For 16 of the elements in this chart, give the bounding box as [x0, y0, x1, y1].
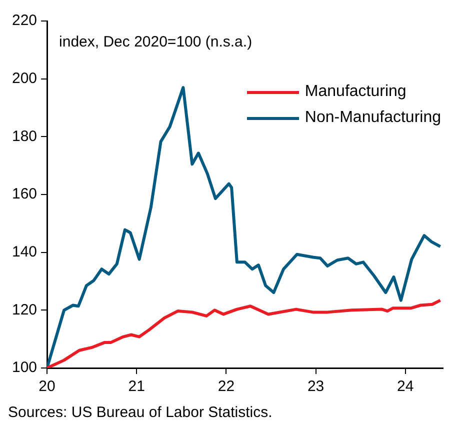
x-tick-label: 24 — [397, 378, 414, 396]
y-tick-label: 120 — [12, 301, 38, 318]
x-tick-label: 20 — [38, 378, 56, 396]
x-tick-label: 21 — [128, 378, 145, 396]
y-tick-label: 160 — [12, 186, 38, 203]
legend-label: Non-Manufacturing — [304, 109, 441, 127]
annotation: index, Dec 2020=100 (n.s.a.) — [59, 34, 252, 51]
legend-label: Manufacturing — [304, 83, 406, 101]
y-tick-label: 180 — [12, 128, 38, 145]
source-note: Sources: US Bureau of Labor Statistics. — [8, 404, 274, 421]
y-tick-label: 140 — [12, 243, 38, 260]
y-tick-label: 200 — [12, 70, 38, 87]
x-tick-label: 23 — [307, 378, 324, 396]
y-tick-label: 100 — [12, 359, 38, 376]
y-tick-label: 220 — [12, 12, 38, 30]
x-tick-label: 22 — [218, 378, 235, 396]
